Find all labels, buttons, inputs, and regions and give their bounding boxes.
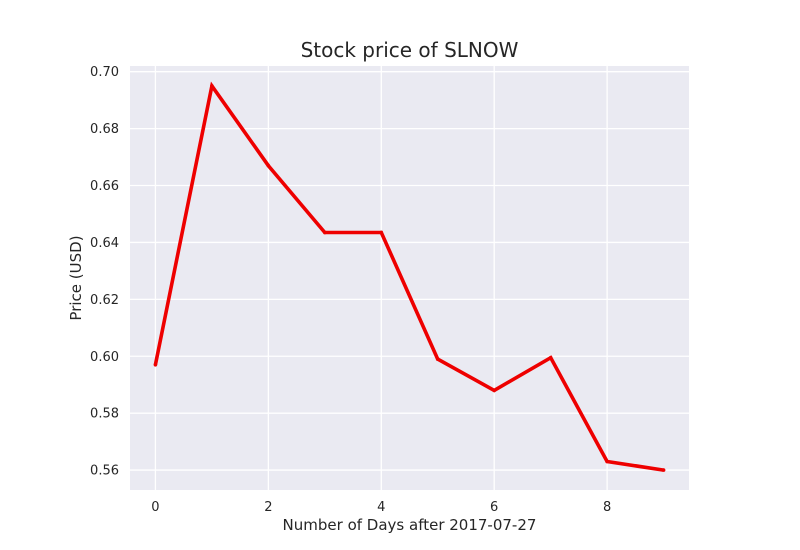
y-tick-label: 0.62: [90, 293, 119, 308]
y-tick-label: 0.58: [90, 407, 119, 422]
data-point: [605, 459, 609, 464]
y-tick-label: 0.60: [90, 350, 119, 365]
data-point: [153, 362, 158, 367]
y-tick-label: 0.64: [90, 236, 119, 251]
y-tick-label: 0.68: [90, 122, 119, 137]
y-tick-label: 0.70: [90, 65, 119, 80]
data-point: [323, 230, 327, 235]
grid: [130, 66, 689, 490]
chart-title: Stock price of SLNOW: [301, 38, 519, 62]
x-tick-label: 8: [603, 500, 611, 515]
data-point: [266, 163, 271, 168]
series-layer: [153, 81, 666, 472]
x-tick-label: 2: [264, 500, 272, 515]
data-point: [435, 357, 440, 361]
plot-area: [130, 66, 689, 490]
x-tick-label: 0: [151, 500, 159, 515]
y-axis-label: Price (USD): [67, 235, 85, 320]
data-point: [548, 355, 553, 360]
x-axis-ticks: 0 2 4 6 8: [151, 500, 611, 515]
data-point: [379, 230, 384, 235]
data-point: [492, 388, 496, 393]
x-axis-label: Number of Days after 2017-07-27: [283, 516, 537, 534]
data-point: [210, 84, 214, 88]
y-axis-ticks: 0.56 0.58 0.60 0.62 0.64 0.66 0.68 0.70: [90, 65, 119, 478]
y-tick-label: 0.66: [90, 179, 119, 194]
data-point: [661, 468, 666, 472]
price-series-line: [153, 81, 664, 472]
x-tick-label: 4: [377, 500, 385, 515]
x-tick-label: 6: [490, 500, 498, 515]
y-tick-label: 0.56: [90, 464, 119, 479]
